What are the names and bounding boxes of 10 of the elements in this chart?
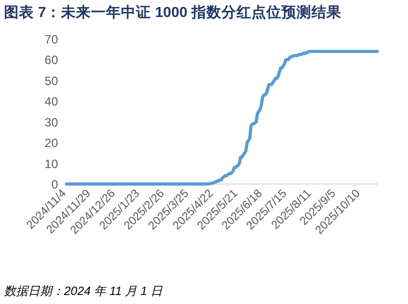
y-tick-label: 70 xyxy=(44,32,58,46)
y-tick-label: 10 xyxy=(44,156,58,171)
y-tick-label: 30 xyxy=(44,115,58,130)
y-tick-label: 20 xyxy=(44,136,58,150)
y-tick-label: 40 xyxy=(44,94,58,109)
chart-title: 图表 7：未来一年中证 1000 指数分红点位预测结果 xyxy=(4,4,342,21)
y-tick-label: 50 xyxy=(44,74,58,88)
y-tick-label: 60 xyxy=(44,53,58,68)
y-tick-label: 0 xyxy=(51,178,58,192)
text: 数据日期：2024 年 11 月 1 日 xyxy=(4,284,164,298)
